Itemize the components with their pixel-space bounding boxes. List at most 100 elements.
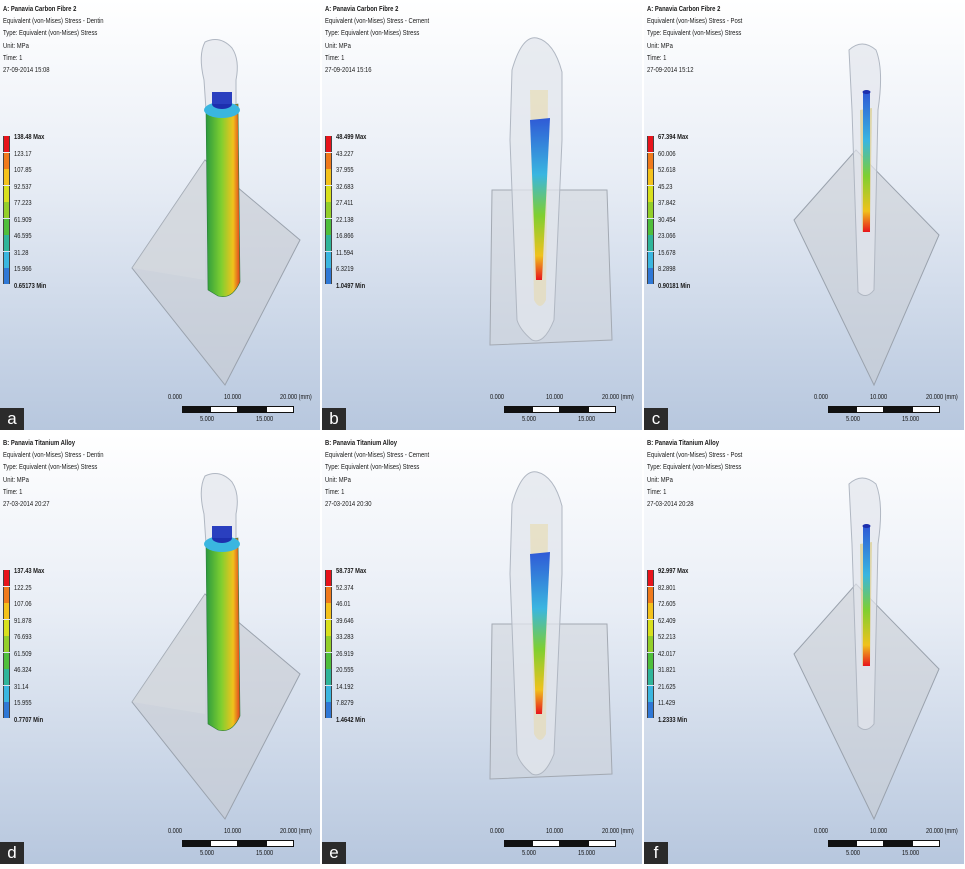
legend-swatch [647,685,654,702]
legend-swatch [325,202,332,218]
legend-row: 37.955 [325,165,425,185]
scale-tick-top: 10.000 [870,394,888,401]
scale-tick-bottom: 5.000 [200,416,215,423]
scale-tick-bottom: 15.000 [578,850,596,857]
legend-label: 46.324 [14,665,32,674]
legend-swatch [325,218,332,235]
legend-row: 46.595 [3,231,103,251]
legend-swatch [325,152,332,169]
legend-row: 1.0497 Min [325,281,425,301]
scale-segment [266,406,294,413]
scale-tick-bottom: 15.000 [256,416,274,423]
legend-swatch [325,702,332,718]
legend-label: 1.4642 Min [336,714,366,724]
header-line1: Equivalent (von-Mises) Stress - Dentin [3,16,104,26]
legend-label: 31.14 [14,681,29,691]
header-line3: Unit: MPa [3,474,29,484]
legend-row: 61.509 [3,649,103,669]
legend-row: 22.138 [325,215,425,235]
legend-row: 30.454 [647,215,747,235]
bone-face [132,160,205,280]
panel-label: f [644,842,668,864]
legend-swatch [3,218,10,235]
legend-row: 8.2898 [647,264,747,284]
legend-label: 107.85 [14,165,32,174]
scale-tick-bottom: 15.000 [902,416,920,423]
legend-label: 1.2333 Min [658,714,688,724]
legend-label: 77.223 [14,198,32,207]
legend-label: 52.213 [658,632,676,641]
scale-tick-top: 10.000 [870,828,888,835]
scale-segment [912,840,940,847]
legend-swatch [325,619,332,636]
legend-row: 27.411 [325,198,425,218]
header-line5: 27-09-2014 15:12 [647,65,694,75]
legend-row: 138.48 Max [3,132,103,152]
legend-label: 7.8279 [336,698,354,707]
legend-row: 15.966 [3,264,103,284]
scale-segment [588,840,616,847]
header-title: A: Panavia Carbon Fibre 2 [647,4,721,13]
legend-label: 8.2898 [658,264,676,273]
scale-segment [532,406,560,413]
header-line3: Unit: MPa [647,40,673,50]
legend-swatch [325,235,332,251]
legend-row: 92.537 [3,182,103,202]
header-title: B: Panavia Titanium Alloy [325,438,398,447]
legend-row: 11.594 [325,248,425,268]
legend-label: 67.394 Max [658,132,689,141]
legend-label: 48.499 Max [336,132,367,141]
dentin-root [205,103,241,297]
legend-row: 26.919 [325,649,425,669]
model-view [131,39,301,386]
legend-label: 46.595 [14,231,32,240]
panel-e: B: Panavia Titanium Alloy Equivalent (von… [322,434,644,866]
post-body [863,526,870,666]
legend-label: 123.17 [14,148,32,158]
legend-row: 67.394 Max [647,132,747,152]
model-view [131,473,301,820]
legend-swatch [325,669,332,685]
legend-label: 30.454 [658,214,676,224]
legend-label: 61.509 [14,648,32,658]
scale-tick-top: 10.000 [224,394,242,401]
legend-swatch [647,136,654,152]
legend-label: 31.821 [658,665,676,674]
legend-label: 11.429 [658,698,676,707]
legend-label: 76.693 [14,632,32,641]
legend-label: 72.605 [658,599,676,608]
scale-segment [210,406,238,413]
scale-tick-top: 0.000 [814,394,829,401]
scale-segment [828,840,856,847]
legend-swatch [325,603,332,619]
legend-row: 14.192 [325,682,425,702]
legend-row: 42.017 [647,649,747,669]
legend-row: 122.25 [3,583,103,603]
scale-segment [856,840,884,847]
legend-swatch [325,169,332,185]
legend-swatch [647,185,654,202]
legend-label: 138.48 Max [14,132,45,141]
header-line1: Equivalent (von-Mises) Stress - Dentin [3,450,104,460]
legend-label: 1.0497 Min [336,280,366,290]
header-line5: 27-03-2014 20:27 [3,499,50,509]
scale-segment [238,840,266,847]
scale-segment [532,840,560,847]
model-view [489,37,613,346]
legend-row: 7.8279 [325,698,425,718]
legend-row: 15.678 [647,248,747,268]
scale-tick-top: 10.000 [546,394,564,401]
scale-segment [884,406,912,413]
legend-row: 39.646 [325,616,425,636]
legend-label: 14.192 [336,681,354,691]
legend-swatch [325,268,332,284]
header-line5: 27-03-2014 20:30 [325,499,372,509]
legend-label: 58.737 Max [336,566,367,575]
legend-label: 20.555 [336,665,354,674]
scale-tick-top: 20.000 (mm) [602,394,634,401]
legend-label: 91.878 [14,615,32,625]
legend-row: 45.23 [647,182,747,202]
legend-label: 23.066 [658,231,676,240]
header-line1: Equivalent (von-Mises) Stress - Cement [325,16,430,26]
header-line4: Time: 1 [647,486,667,496]
